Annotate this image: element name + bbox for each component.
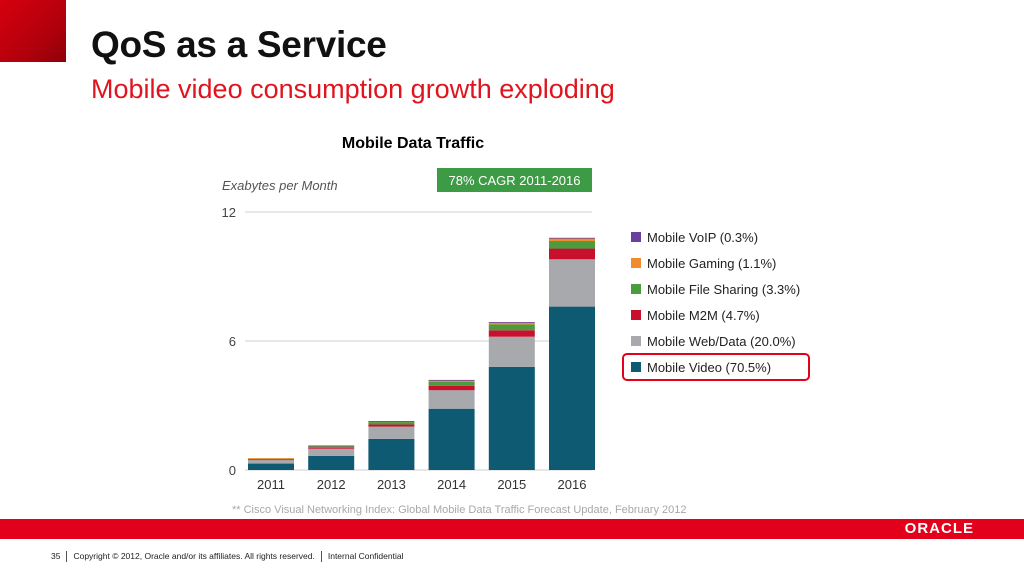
- bar-segment: [368, 426, 415, 439]
- legend-label: Mobile VoIP (0.3%): [647, 230, 758, 245]
- legend-swatch: [631, 336, 641, 346]
- oracle-logo: ORACLE: [904, 520, 974, 537]
- legend-swatch: [631, 362, 641, 372]
- bar-segment: [248, 459, 294, 461]
- bar-segment: [488, 322, 535, 323]
- bar-segment: [368, 438, 415, 470]
- bar-segment: [308, 448, 355, 456]
- bar-segment: [428, 381, 475, 386]
- copyright-text: Copyright © 2012, Oracle and/or its affi…: [73, 551, 315, 561]
- y-axis-label: Exabytes per Month: [222, 178, 338, 193]
- bar-segment: [308, 446, 355, 448]
- bar-segment: [488, 322, 535, 325]
- bar-segment: [248, 459, 294, 464]
- slide-title: QoS as a Service: [91, 24, 387, 65]
- cagr-badge: 78% CAGR 2011-2016: [448, 173, 580, 188]
- legend-swatch: [631, 232, 641, 242]
- bar-segment: [488, 366, 535, 470]
- x-tick-label: 2011: [257, 477, 285, 492]
- chart-heading: Mobile Data Traffic: [341, 135, 485, 152]
- bar-segment: [308, 445, 355, 447]
- bar-segment: [428, 385, 475, 391]
- bar-segment: [549, 306, 595, 470]
- legend-highlight-box: [622, 353, 810, 381]
- slide-footer: 35 Copyright © 2012, Oracle and/or its af…: [51, 551, 404, 563]
- x-tick-label: 2012: [317, 477, 346, 492]
- bar-segment: [549, 248, 595, 260]
- bar-segment: [368, 420, 415, 422]
- bar-segment: [549, 241, 595, 249]
- legend-label: Mobile Web/Data (20.0%): [647, 334, 796, 349]
- mobile-data-traffic-chart: Exabytes per Month 78% CAGR 2011-2016 0 6…: [222, 168, 810, 492]
- bar-segment: [368, 422, 415, 425]
- legend-label: Mobile Video (70.5%): [647, 360, 771, 375]
- footer-red-band: [0, 519, 1024, 539]
- y-tick-label: 0: [229, 463, 236, 478]
- bar-segment: [368, 424, 415, 427]
- bar-segment: [488, 324, 535, 331]
- bar-segment: [308, 447, 355, 449]
- x-tick-label: 2016: [558, 477, 587, 492]
- slide-subtitle: Mobile video consumption growth explodin…: [91, 74, 615, 104]
- bar-segment: [549, 237, 595, 239]
- x-tick-label: 2013: [377, 477, 406, 492]
- bar-segment: [428, 380, 475, 382]
- page-number: 35: [51, 551, 61, 561]
- footer-divider: [66, 551, 68, 563]
- x-tick-label: 2015: [497, 477, 526, 492]
- cagr-badge-bg: [437, 168, 592, 192]
- y-tick-label: 6: [229, 334, 236, 349]
- bar-segment: [308, 455, 355, 470]
- bar-segment: [248, 463, 294, 470]
- y-tick-label: 12: [222, 205, 236, 220]
- x-tick-label: 2014: [437, 477, 466, 492]
- bar-segment: [248, 458, 294, 459]
- bar-segment: [549, 238, 595, 242]
- bar-segment: [428, 408, 475, 470]
- bar-segment: [488, 330, 535, 337]
- legend-label: Mobile Gaming (1.1%): [647, 256, 776, 271]
- classification-text: Internal Confidential: [327, 551, 404, 561]
- legend-swatch: [631, 284, 641, 294]
- legend-label: Mobile M2M (4.7%): [647, 308, 760, 323]
- bar-segment: [428, 390, 475, 409]
- bar-segment: [549, 259, 595, 307]
- footer-divider: [320, 551, 322, 563]
- legend-label: Mobile File Sharing (3.3%): [647, 282, 800, 297]
- legend-swatch: [631, 258, 641, 268]
- bar-segment: [428, 379, 475, 381]
- corner-accent-block: [0, 0, 66, 62]
- legend-swatch: [631, 310, 641, 320]
- bar-segment: [488, 336, 535, 367]
- source-note: ** Cisco Visual Networking Index: Global…: [232, 504, 687, 516]
